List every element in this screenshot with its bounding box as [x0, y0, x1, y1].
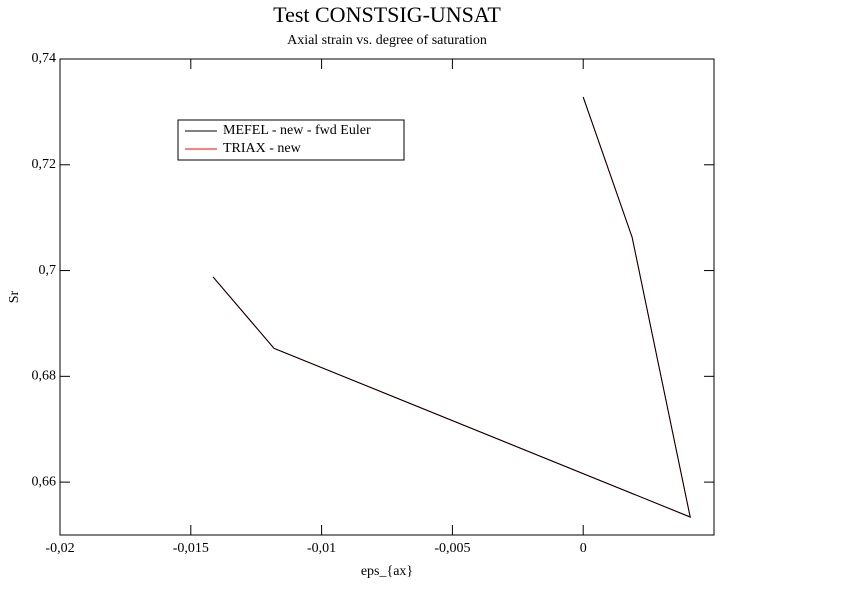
- x-axis-label: eps_{ax}: [361, 564, 413, 579]
- x-tick-label: -0,02: [45, 541, 74, 556]
- y-tick-label: 0,68: [32, 369, 57, 384]
- x-tick-label: -0,015: [173, 541, 209, 556]
- x-tick-label: -0,005: [434, 541, 470, 556]
- y-axis-label: Sr: [7, 290, 22, 303]
- plot-frame: [59, 58, 715, 536]
- chart-title: Test CONSTSIG-UNSAT: [273, 2, 501, 27]
- x-tick-label: 0: [580, 541, 587, 556]
- y-tick-label: 0,7: [39, 263, 57, 278]
- series-line: [212, 96, 691, 518]
- y-tick-label: 0,74: [32, 51, 57, 66]
- x-tick-label: -0,01: [307, 541, 336, 556]
- legend-box: [177, 119, 405, 161]
- y-tick-label: 0,72: [32, 157, 57, 172]
- legend-label: MEFEL - new - fwd Euler: [223, 123, 371, 138]
- legend-label: TRIAX - new: [223, 141, 302, 156]
- chart-subtitle: Axial strain vs. degree of saturation: [287, 33, 487, 48]
- y-tick-label: 0,66: [32, 474, 57, 489]
